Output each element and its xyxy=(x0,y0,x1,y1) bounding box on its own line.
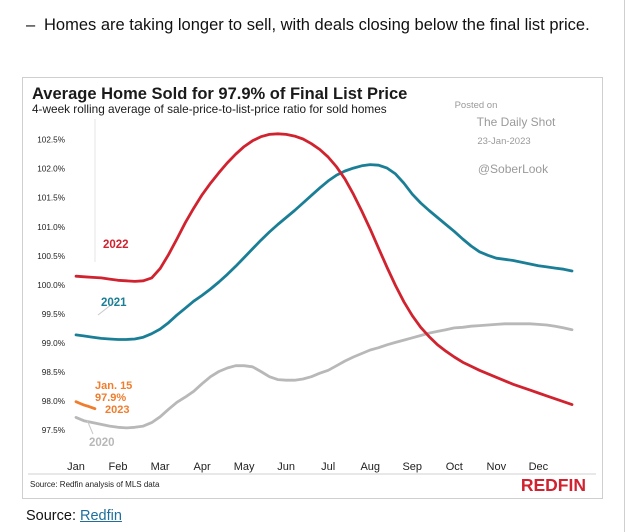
source-label: Source: xyxy=(26,508,76,524)
source-line: Source: Redfin xyxy=(26,508,122,524)
y-tick-label: 102.5% xyxy=(37,136,65,145)
x-tick-label: Nov xyxy=(487,461,507,473)
series-lines xyxy=(74,132,574,430)
y-axis-ticks: 97.5% 98.0% 98.5% 99.0% 99.5% 100.0% 100.5% 101… xyxy=(37,136,65,436)
x-tick-label: Aug xyxy=(360,461,380,473)
x-tick-label: Sep xyxy=(402,461,422,473)
y-tick-label: 100.0% xyxy=(37,281,65,290)
label-2020-leader xyxy=(86,419,94,435)
chart-svg: Average Home Sold for 97.9% of Final Lis… xyxy=(28,85,596,495)
x-tick-label: Jun xyxy=(277,461,295,473)
y-tick-label: 101.0% xyxy=(37,223,65,232)
y-tick-label: 100.5% xyxy=(37,252,65,261)
y-tick-label: 99.0% xyxy=(42,339,65,348)
bullet-line: – Homes are taking longer to sell, with d… xyxy=(26,16,616,35)
watermark-site: The Daily Shot xyxy=(477,115,556,129)
x-tick-label: Feb xyxy=(109,461,128,473)
x-tick-label: Mar xyxy=(151,461,170,473)
x-tick-label: Apr xyxy=(194,461,211,473)
series-label-2020: 2020 xyxy=(89,437,115,449)
x-tick-label: Oct xyxy=(446,461,463,473)
x-tick-label: Jul xyxy=(321,461,335,473)
chart-frame: Average Home Sold for 97.9% of Final Lis… xyxy=(22,77,603,499)
page-edge-rule xyxy=(624,0,625,532)
x-tick-label: May xyxy=(234,461,255,473)
chart-source-note: Source: Redfin analysis of MLS data xyxy=(30,480,160,489)
y-tick-label: 98.0% xyxy=(42,397,65,406)
bullet-text: Homes are taking longer to sell, with de… xyxy=(44,16,590,34)
chart-title: Average Home Sold for 97.9% of Final Lis… xyxy=(32,85,407,103)
y-tick-label: 101.5% xyxy=(37,194,65,203)
watermark: Posted on The Daily Shot 23-Jan-2023 @So… xyxy=(455,100,556,176)
watermark-posted-on: Posted on xyxy=(455,100,498,111)
annotation-value: 97.9% xyxy=(95,392,126,404)
series-line-2020 xyxy=(74,322,574,430)
series-label-2023: 2023 xyxy=(105,404,129,416)
series-line-2023 xyxy=(74,400,97,411)
annotation-date: Jan. 15 xyxy=(95,380,132,392)
series-line-2021 xyxy=(74,163,574,341)
x-tick-label: Dec xyxy=(529,461,549,473)
series-label-2021: 2021 xyxy=(101,297,127,309)
chart-subtitle: 4-week rolling average of sale-price-to-… xyxy=(32,102,387,116)
y-tick-label: 102.0% xyxy=(37,165,65,174)
redfin-logo: REDFIN xyxy=(521,475,586,495)
label-2021-leader xyxy=(97,300,117,316)
watermark-handle: @SoberLook xyxy=(478,162,549,176)
series-label-2022: 2022 xyxy=(103,239,129,251)
watermark-date: 23-Jan-2023 xyxy=(477,136,530,147)
source-link[interactable]: Redfin xyxy=(80,508,122,524)
bullet-dash: – xyxy=(26,16,36,34)
x-tick-label: Jan xyxy=(67,461,85,473)
y-tick-label: 98.5% xyxy=(42,368,65,377)
x-axis-ticks: Jan Feb Mar Apr May Jun Jul Aug Sep Oct Nov Dec xyxy=(67,461,549,473)
y-tick-label: 99.5% xyxy=(42,310,65,319)
series-line-2022 xyxy=(74,132,574,406)
y-tick-label: 97.5% xyxy=(42,426,65,435)
